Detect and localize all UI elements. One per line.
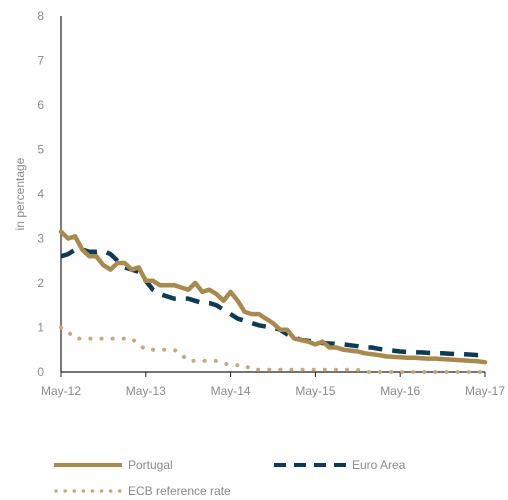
x-tick-label: May-16 bbox=[380, 384, 420, 398]
y-tick-label: 2 bbox=[37, 276, 44, 290]
legend-label-euro-area: Euro Area bbox=[352, 458, 406, 472]
y-tick-label: 1 bbox=[37, 321, 44, 335]
legend-label-portugal: Portugal bbox=[128, 458, 173, 472]
x-tick-label: May-14 bbox=[211, 384, 251, 398]
legend-swatch-portugal bbox=[54, 463, 122, 467]
legend-swatch-euro-area bbox=[274, 463, 346, 467]
series-line-ecb-reference-rate bbox=[59, 325, 487, 374]
y-tick-label: 7 bbox=[37, 54, 44, 68]
y-tick-label: 5 bbox=[37, 143, 44, 157]
y-axis-label: in percentage bbox=[13, 157, 27, 230]
x-tick-label: May-12 bbox=[41, 384, 81, 398]
legend-label-ecb-reference-rate: ECB reference rate bbox=[128, 484, 231, 498]
y-tick-label: 6 bbox=[37, 98, 44, 112]
x-tick-labels: May-12 May-13 May-14 May-15 May-16 May-17 bbox=[41, 384, 505, 398]
x-tick-label: May-17 bbox=[465, 384, 505, 398]
y-tick-label: 3 bbox=[37, 232, 44, 246]
y-tick-labels: 0 1 2 3 4 5 6 7 8 bbox=[37, 9, 44, 379]
legend-swatch-ecb-reference-rate bbox=[54, 489, 124, 493]
y-tick-label: 0 bbox=[37, 365, 44, 379]
series-lines bbox=[58, 229, 488, 374]
y-tick-label: 8 bbox=[37, 9, 44, 23]
x-tick-label: May-15 bbox=[295, 384, 335, 398]
x-tick-label: May-13 bbox=[126, 384, 166, 398]
series-line-portugal bbox=[58, 229, 488, 365]
y-tick-label: 4 bbox=[37, 187, 44, 201]
